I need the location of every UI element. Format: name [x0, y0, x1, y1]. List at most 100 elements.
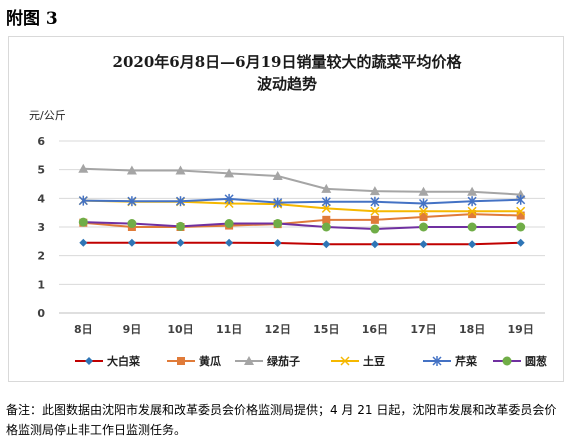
- y-axis-ticks: 0 1 2 3 4 5 6: [37, 135, 45, 320]
- data-point: [418, 186, 429, 196]
- data-point: [175, 196, 186, 207]
- x-tick-label: 8日: [74, 323, 93, 336]
- data-point: [273, 219, 283, 229]
- data-point: [126, 165, 137, 175]
- data-point: [127, 219, 137, 229]
- y-tick-label: 1: [37, 278, 45, 291]
- series-line: [83, 221, 521, 231]
- series-line: [83, 213, 521, 228]
- series-1: [79, 238, 525, 249]
- data-point: [468, 240, 477, 249]
- data-point: [78, 163, 89, 173]
- data-point: [176, 221, 185, 231]
- chart-title-line1: 2020年6月8日—6月19日销量较大的蔬菜平均价格: [113, 53, 463, 71]
- legend-marker: [340, 356, 350, 366]
- legend-label: 圆葱: [525, 354, 547, 368]
- data-point: [127, 196, 137, 207]
- data-point: [467, 186, 478, 196]
- data-point: [516, 194, 526, 205]
- data-point: [516, 211, 525, 220]
- data-point: [78, 217, 88, 227]
- series-5: [78, 193, 526, 209]
- data-point: [321, 196, 331, 207]
- data-point: [273, 197, 283, 208]
- x-tick-label: 17日: [410, 323, 436, 336]
- x-axis-ticks: 8日 9日 10日 11日 12日 15日 16日 17日 18日 19日: [74, 323, 534, 336]
- legend-marker: [244, 356, 254, 365]
- marker-stroke: [340, 356, 350, 366]
- data-point: [370, 196, 380, 207]
- legend-marker: [502, 356, 512, 366]
- data-point: [369, 186, 380, 196]
- data-point: [467, 196, 477, 207]
- data-point: [175, 165, 186, 175]
- chart-title-line2: 波动趋势: [257, 75, 317, 93]
- data-point: [468, 210, 477, 219]
- x-tick-label: 10日: [167, 323, 193, 336]
- x-tick-label: 19日: [508, 323, 534, 336]
- marker-stroke: [467, 206, 477, 216]
- data-point: [224, 219, 234, 229]
- series-line: [83, 167, 521, 196]
- data-point: [418, 206, 429, 216]
- legend-item: 芹菜: [423, 354, 478, 368]
- x-tick-label: 12日: [265, 323, 291, 336]
- y-tick-label: 0: [37, 307, 45, 320]
- data-point: [370, 224, 380, 234]
- series-6: [78, 217, 526, 234]
- y-tick-label: 5: [37, 164, 45, 177]
- series-lines: [78, 163, 526, 249]
- legend-label: 大白菜: [107, 354, 141, 368]
- legend-item: 土豆: [331, 354, 385, 368]
- data-point: [176, 238, 185, 247]
- data-point: [322, 215, 331, 224]
- data-point: [370, 206, 380, 216]
- data-point: [419, 212, 428, 221]
- data-point: [224, 193, 234, 204]
- legend-item: 大白菜: [75, 354, 141, 368]
- data-point: [419, 222, 428, 232]
- footnote: 备注：此图数据由沈阳市发展和改革委员会价格监测局提供；4 月 21 日起，沈阳市…: [6, 403, 557, 437]
- legend-label: 土豆: [363, 354, 385, 368]
- data-point: [321, 203, 331, 213]
- series-4: [78, 196, 526, 216]
- data-point: [272, 170, 283, 180]
- marker-stroke: [418, 206, 429, 216]
- data-point: [79, 238, 88, 247]
- legend-item: 圆葱: [493, 354, 547, 368]
- x-tick-label: 15日: [313, 323, 339, 336]
- x-tick-label: 16日: [362, 323, 388, 336]
- x-tick-label: 11日: [216, 323, 242, 336]
- series-line: [83, 241, 521, 246]
- data-point: [225, 238, 234, 247]
- data-point: [322, 240, 331, 249]
- y-tick-label: 4: [37, 192, 45, 205]
- legend: 大白菜 黄瓜 绿茄子 土豆 芹菜 圆葱: [75, 354, 547, 368]
- x-tick-label: 18日: [459, 323, 485, 336]
- data-point: [78, 195, 88, 206]
- data-point: [418, 198, 429, 209]
- marker-stroke: [370, 206, 380, 216]
- figure-label: 附图 3: [6, 9, 58, 29]
- marker-stroke: [321, 203, 331, 213]
- marker-stroke: [516, 206, 526, 216]
- x-tick-label: 9日: [123, 323, 142, 336]
- y-axis-unit-label: 元/公斤: [29, 109, 66, 122]
- legend-label: 黄瓜: [199, 354, 221, 368]
- data-point: [224, 168, 235, 178]
- data-point: [467, 206, 477, 216]
- legend-item: 绿茄子: [235, 354, 300, 368]
- line-chart: 2020年6月8日—6月19日销量较大的蔬菜平均价格 波动趋势 元/公斤 012…: [29, 53, 547, 368]
- legend-marker: [432, 356, 442, 366]
- data-point: [321, 222, 331, 232]
- legend-label: 绿茄子: [267, 354, 300, 368]
- series-3: [78, 163, 526, 199]
- y-tick-label: 2: [37, 250, 45, 263]
- series-line: [83, 197, 521, 205]
- data-point: [370, 240, 379, 249]
- legend-item: 黄瓜: [167, 354, 221, 368]
- data-point: [419, 240, 428, 249]
- data-point: [516, 238, 525, 247]
- data-point: [516, 206, 526, 216]
